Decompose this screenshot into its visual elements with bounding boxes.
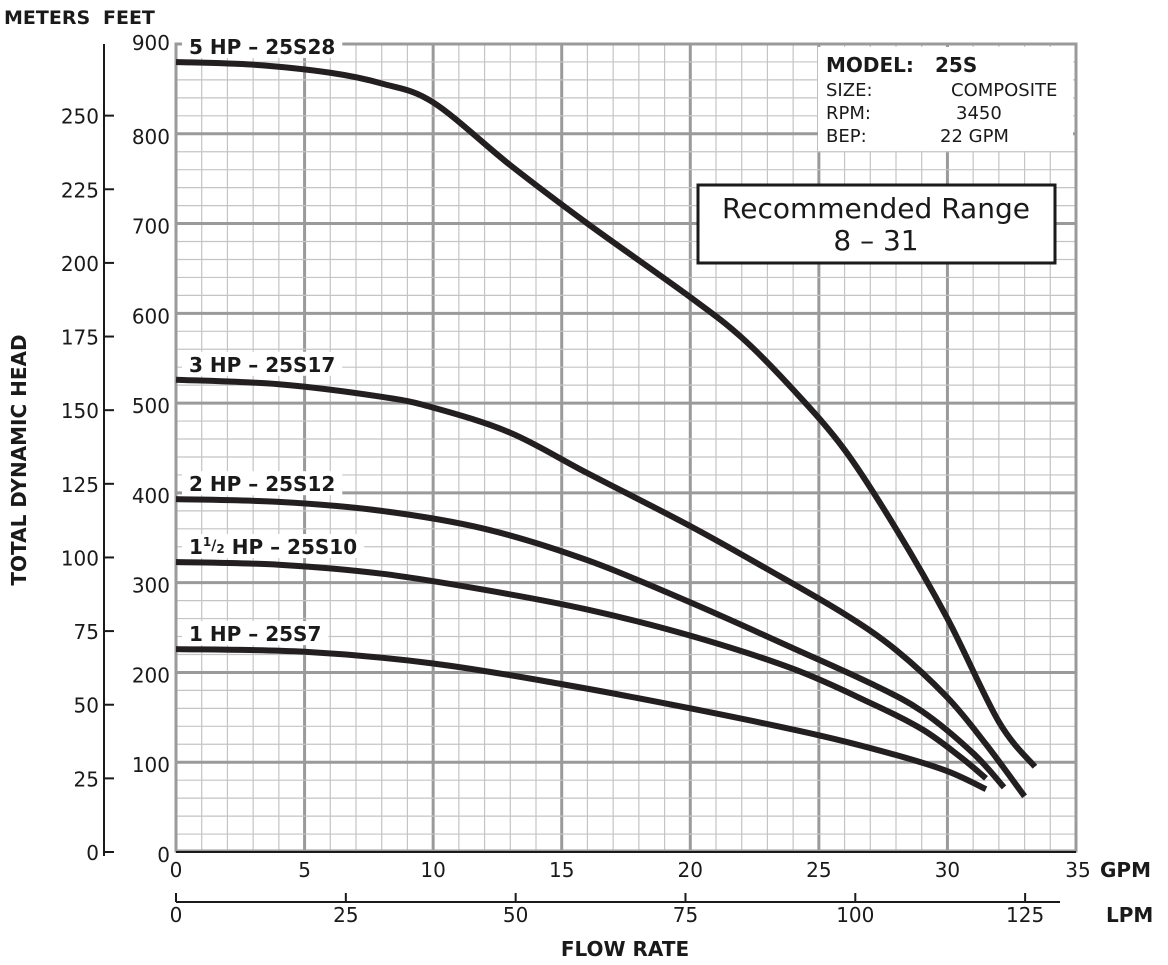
feet-axis-header: FEET bbox=[103, 7, 155, 29]
feet-ticks: 0 100 200 300 400 500 600 700 800 900 bbox=[132, 31, 170, 867]
recommended-range-title: Recommended Range bbox=[722, 192, 1030, 225]
x-axis-title: FLOW RATE bbox=[561, 937, 689, 961]
lpm-ticks: 0 25 50 75 100 125 bbox=[170, 893, 1044, 927]
model-info-box: MODEL: 25S SIZE: COMPOSITE RPM: 3450 BEP… bbox=[818, 47, 1073, 151]
curve-label: 3 HP – 25S17 bbox=[189, 353, 335, 377]
model-value: 25S bbox=[935, 53, 977, 77]
meters-tick-label: 125 bbox=[61, 473, 99, 497]
feet-tick-label: 900 bbox=[132, 31, 170, 55]
feet-tick-label: 200 bbox=[132, 663, 170, 687]
meters-tick-label: 150 bbox=[61, 399, 99, 423]
curve-3-hp-25s17 bbox=[175, 376, 1027, 799]
feet-tick-label: 0 bbox=[157, 843, 170, 867]
feet-tick-label: 800 bbox=[132, 125, 170, 149]
meters-tick-label: 225 bbox=[61, 178, 99, 202]
feet-tick-label: 700 bbox=[132, 215, 170, 239]
meters-axis-header: METERS bbox=[4, 7, 90, 29]
gpm-tick-label: 0 bbox=[170, 858, 183, 882]
curve-label-bg bbox=[182, 534, 365, 559]
meters-tick-label: 75 bbox=[74, 620, 99, 644]
lpm-unit-label: LPM bbox=[1106, 903, 1153, 927]
rpm-label: RPM: bbox=[826, 103, 871, 124]
curve-label: 11/2 HP – 25S10 bbox=[189, 535, 357, 559]
gpm-tick-label: 5 bbox=[298, 858, 311, 882]
feet-tick-label: 600 bbox=[132, 304, 170, 328]
gpm-tick-label: 35 bbox=[1065, 858, 1090, 882]
lpm-tick-label: 100 bbox=[836, 903, 874, 927]
curve-2-hp-25s12 bbox=[175, 496, 1007, 790]
plot-frame bbox=[174, 42, 1078, 853]
gpm-tick-label: 25 bbox=[806, 858, 831, 882]
curve-5-hp-25s28 bbox=[175, 58, 1038, 769]
gpm-unit-label: GPM bbox=[1100, 858, 1151, 882]
meters-tick-label: 250 bbox=[61, 105, 99, 129]
curve-label: 1 HP – 25S7 bbox=[189, 622, 321, 646]
rpm-value: 3450 bbox=[956, 103, 1002, 124]
curve-label-bg bbox=[182, 471, 343, 496]
meters-tick-label: 0 bbox=[86, 841, 99, 865]
curve-label-bg bbox=[182, 621, 329, 646]
curve-label: 2 HP – 25S12 bbox=[189, 472, 335, 496]
model-label: MODEL: bbox=[826, 53, 914, 77]
bep-value: 22 GPM bbox=[940, 126, 1009, 147]
curve-1-hp-25s7 bbox=[175, 646, 988, 792]
feet-tick-label: 300 bbox=[132, 574, 170, 598]
gpm-tick-label: 10 bbox=[420, 858, 445, 882]
size-value: COMPOSITE bbox=[951, 80, 1057, 101]
gpm-tick-label: 15 bbox=[549, 858, 574, 882]
curve-label-bg bbox=[182, 33, 343, 58]
meters-tick-label: 25 bbox=[74, 767, 99, 791]
lpm-tick-label: 75 bbox=[673, 903, 698, 927]
curves bbox=[175, 58, 1038, 799]
meters-tick-label: 175 bbox=[61, 326, 99, 350]
feet-tick-label: 500 bbox=[132, 394, 170, 418]
meters-tick-label: 100 bbox=[61, 546, 99, 570]
lpm-tick-label: 0 bbox=[170, 903, 183, 927]
gpm-ticks: 0 5 10 15 20 25 30 35 bbox=[170, 858, 1091, 882]
curve-label-bg bbox=[182, 351, 343, 376]
recommended-range-value: 8 – 31 bbox=[833, 224, 918, 257]
recommended-range-box: Recommended Range 8 – 31 bbox=[696, 183, 1057, 265]
lpm-tick-label: 125 bbox=[1006, 903, 1044, 927]
bep-label: BEP: bbox=[826, 126, 867, 147]
grid bbox=[176, 44, 1076, 852]
y-axis-title: TOTAL DYNAMIC HEAD bbox=[7, 334, 31, 585]
gpm-tick-label: 20 bbox=[678, 858, 703, 882]
feet-tick-label: 100 bbox=[132, 753, 170, 777]
meters-ticks: 0 25 50 75 100 125 150 175 200 225 250 bbox=[61, 105, 114, 865]
lpm-tick-label: 25 bbox=[333, 903, 358, 927]
curve-1-hp-25s10 bbox=[175, 559, 988, 781]
meters-tick-label: 200 bbox=[61, 252, 99, 276]
lpm-tick-label: 50 bbox=[503, 903, 528, 927]
meters-tick-label: 50 bbox=[74, 694, 99, 718]
curve-labels: 5 HP – 25S28 3 HP – 25S17 2 HP – 25S12 11/2… bbox=[182, 33, 365, 646]
size-label: SIZE: bbox=[826, 80, 873, 101]
gpm-tick-label: 30 bbox=[935, 858, 960, 882]
feet-tick-label: 400 bbox=[132, 484, 170, 508]
curve-label: 5 HP – 25S28 bbox=[189, 35, 335, 59]
